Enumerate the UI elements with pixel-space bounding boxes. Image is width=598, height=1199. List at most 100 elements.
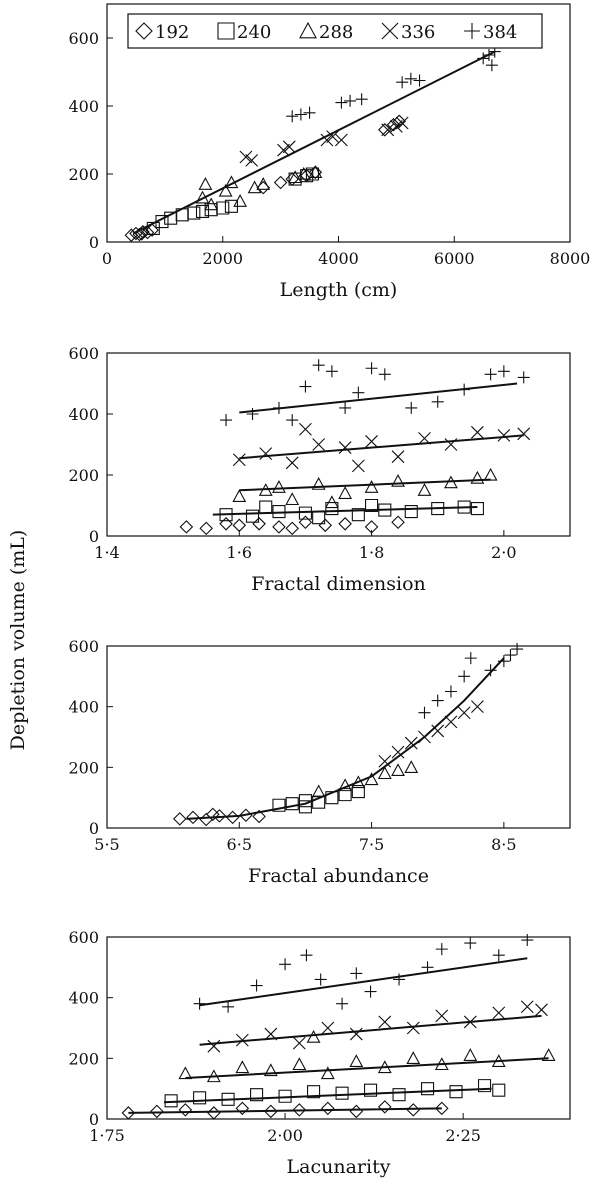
y-tick-label: 400 <box>68 405 99 424</box>
point-288-triangle <box>463 1048 478 1061</box>
point-192-diamond <box>406 1103 421 1117</box>
point-336-cross <box>492 1006 506 1020</box>
point-384-plus <box>355 93 368 106</box>
point-336-cross <box>349 1027 363 1041</box>
fit-line <box>239 434 524 460</box>
point-384-plus <box>404 72 417 85</box>
x-tick-label: 2·00 <box>267 1126 303 1145</box>
y-tick-label: 0 <box>89 819 99 838</box>
point-240-square <box>221 1092 235 1106</box>
point-288-triangle <box>404 760 419 773</box>
y-tick-label: 0 <box>89 233 99 252</box>
point-192-diamond <box>212 809 227 823</box>
point-384-plus <box>336 997 349 1010</box>
point-384-plus <box>517 371 530 384</box>
point-288-triangle <box>364 772 379 786</box>
panel-2: 1·4 1·6 1·8 2·0 0 200 400 600 Fractal dimension <box>68 344 571 595</box>
point-384-plus <box>220 414 233 427</box>
point-384-plus <box>421 961 434 974</box>
point-336-cross <box>389 120 403 133</box>
point-288-triangle <box>324 495 339 509</box>
point-240-square <box>195 204 210 218</box>
y-tick-label: 200 <box>68 1049 99 1068</box>
y-tick-label: 0 <box>89 527 99 546</box>
point-192-diamond <box>273 175 288 190</box>
point-288-triangle <box>391 473 405 487</box>
legend-label-336: 336 <box>401 22 435 43</box>
point-240-square <box>204 203 218 217</box>
point-240-square <box>307 1085 321 1099</box>
point-240-square <box>338 788 352 802</box>
point-384-plus <box>325 365 338 378</box>
point-192-diamond <box>378 1100 392 1114</box>
point-192-diamond <box>272 520 286 534</box>
point-240-square <box>219 508 233 522</box>
point-336-cross <box>207 1039 221 1053</box>
point-384-plus <box>364 985 377 998</box>
legend-marker-diamond <box>135 22 153 40</box>
y-tick-label: 600 <box>68 637 99 656</box>
x-tick-label: 4000 <box>318 249 359 268</box>
point-384-plus <box>497 655 510 668</box>
point-192-diamond <box>140 225 155 240</box>
point-192-diamond <box>235 1101 250 1116</box>
x-tick-label: 7·5 <box>359 835 384 854</box>
point-384-plus <box>286 414 299 427</box>
point-192-diamond <box>292 1103 307 1117</box>
y-tick-label: 200 <box>68 165 99 184</box>
point-384-plus <box>312 359 325 372</box>
x-axis-label: Lacunarity <box>287 1156 391 1178</box>
point-384-plus <box>484 368 497 381</box>
point-192-diamond <box>252 809 266 824</box>
point-384-plus <box>314 973 327 986</box>
point-240-square <box>298 800 312 814</box>
point-192-diamond <box>199 812 213 827</box>
fit-line <box>199 1014 542 1046</box>
fit-line <box>132 50 496 235</box>
point-336-cross <box>391 450 405 464</box>
point-336-cross <box>351 459 365 473</box>
point-192-diamond <box>308 165 323 180</box>
x-tick-label: 2000 <box>202 249 243 268</box>
point-240-square <box>288 172 302 186</box>
point-384-plus <box>485 59 498 72</box>
point-336-cross <box>457 706 471 720</box>
point-288-triangle <box>377 766 392 780</box>
point-288-triangle <box>364 480 379 493</box>
y-tick-label: 600 <box>68 928 99 947</box>
panel-1: 0 2000 4000 6000 8000 0 200 400 600 Length (cm) <box>68 3 590 301</box>
point-192-diamond <box>285 521 299 536</box>
point-384-plus <box>279 958 292 971</box>
plot-frame <box>106 645 571 829</box>
point-384-plus <box>365 362 378 375</box>
point-240-square <box>420 1082 435 1096</box>
point-192-diamond <box>199 521 213 536</box>
point-336-cross <box>431 724 445 738</box>
point-288-triangle <box>178 1066 193 1080</box>
point-384-plus <box>464 937 477 950</box>
x-axis-label: Fractal dimension <box>251 573 426 595</box>
point-240-square <box>155 215 169 229</box>
point-288-triangle <box>311 784 326 798</box>
point-192-diamond <box>364 520 379 534</box>
x-tick-label: 1·8 <box>359 543 384 562</box>
point-336-cross <box>321 1021 335 1035</box>
point-384-plus <box>464 652 477 665</box>
point-336-cross <box>435 1009 449 1023</box>
point-240-square <box>477 1079 492 1093</box>
x-tick-label: 0 <box>102 249 112 268</box>
point-384-plus <box>511 643 524 656</box>
point-192-diamond <box>349 1104 364 1119</box>
legend: 192 240 288 336 384 <box>127 13 543 49</box>
point-192-diamond <box>129 226 143 241</box>
point-336-cross <box>326 130 340 143</box>
point-384-plus <box>303 106 316 119</box>
point-384-plus <box>246 408 259 420</box>
point-384-plus <box>396 76 409 89</box>
point-336-cross <box>520 1000 534 1014</box>
point-336-cross <box>517 427 531 441</box>
point-240-square <box>272 798 286 812</box>
point-192-diamond <box>256 180 271 195</box>
legend-marker-plus <box>464 23 480 39</box>
point-240-square <box>457 500 471 514</box>
